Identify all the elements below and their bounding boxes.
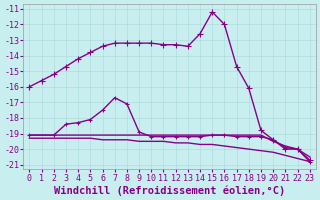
X-axis label: Windchill (Refroidissement éolien,°C): Windchill (Refroidissement éolien,°C) <box>54 185 285 196</box>
